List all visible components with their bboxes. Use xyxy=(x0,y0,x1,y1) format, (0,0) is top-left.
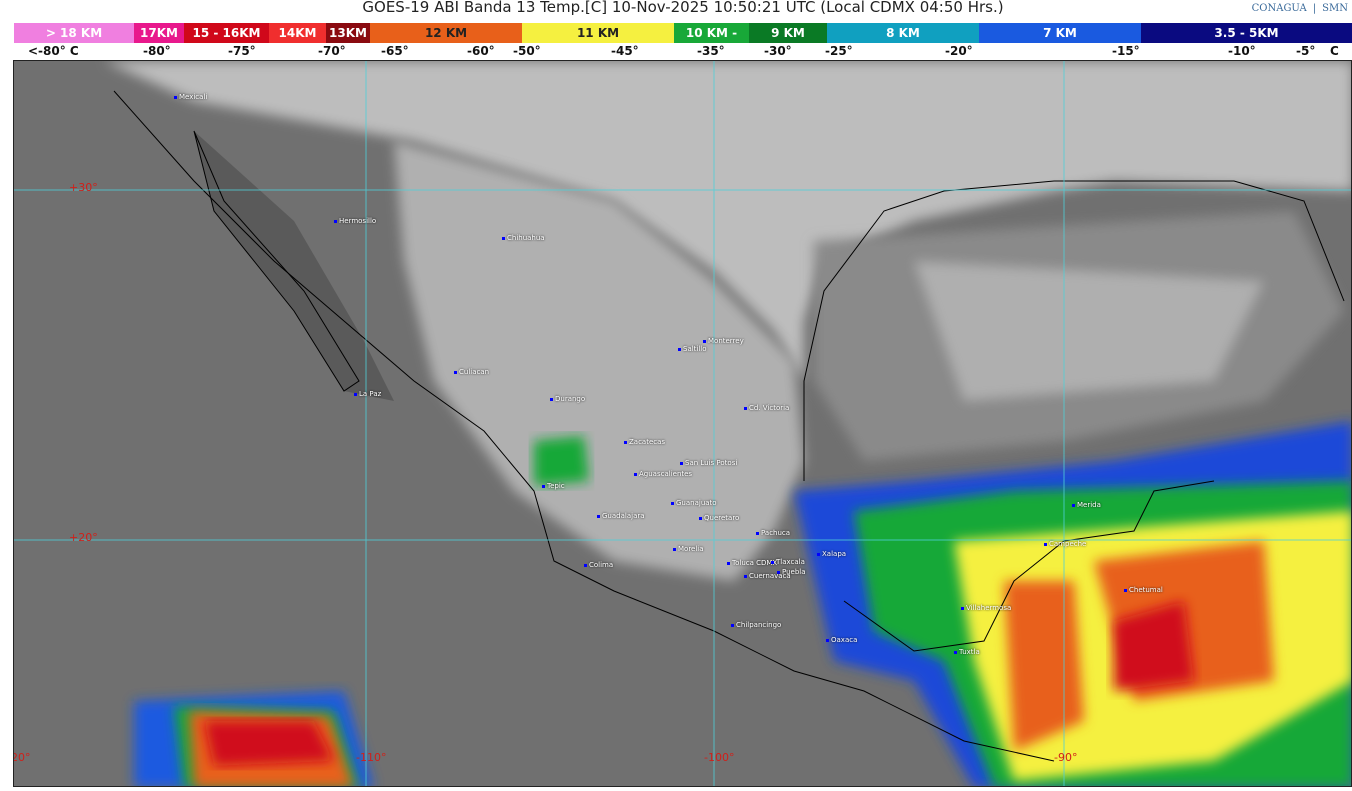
city-label: Guadalajara xyxy=(597,512,645,520)
city-label: Hermosillo xyxy=(334,217,376,225)
grid-label-lon-100: -100° xyxy=(704,751,735,764)
satellite-map: Mexicali Hermosillo Chihuahua Culiacan La Pa… xyxy=(13,60,1352,787)
grid-label-lat-20: +20° xyxy=(69,531,98,544)
city-label: Merida xyxy=(1072,501,1101,509)
altitude-color-legend: > 18 KM 17KM 15 - 16KM 14KM 13KM 12 KM 11 KM 10… xyxy=(14,23,1352,43)
smn-logo: SMN xyxy=(1322,3,1348,14)
legend-item: 14KM xyxy=(269,23,326,43)
city-label: La Paz xyxy=(354,390,381,398)
grid-label-lon-90: -90° xyxy=(1054,751,1078,764)
city-label: Cd. Victoria xyxy=(744,404,789,412)
city-label: Chilpancingo xyxy=(731,621,781,629)
temperature-label: -20° xyxy=(945,44,973,58)
city-label: Puebla xyxy=(777,568,806,576)
temperature-label: -5° xyxy=(1296,44,1316,58)
legend-item: 17KM xyxy=(134,23,184,43)
temperature-label: C xyxy=(1330,44,1339,58)
city-label: Villahermosa xyxy=(961,604,1011,612)
city-label: Mexicali xyxy=(174,93,207,101)
city-label: Pachuca xyxy=(756,529,790,537)
legend-item: 9 KM xyxy=(749,23,827,43)
city-label: Queretaro xyxy=(699,514,739,522)
city-label: Saltillo xyxy=(678,345,707,353)
legend-item: 11 KM xyxy=(522,23,674,43)
city-label: Morelia xyxy=(673,545,704,553)
temperature-label: -30° xyxy=(764,44,792,58)
legend-item: 13KM xyxy=(326,23,370,43)
temperature-label: -65° xyxy=(381,44,409,58)
legend-item: 10 KM - xyxy=(674,23,749,43)
legend-item: 12 KM xyxy=(370,23,522,43)
city-label: Guanajuato xyxy=(671,499,717,507)
legend-item: > 18 KM xyxy=(14,23,134,43)
temperature-label: -35° xyxy=(697,44,725,58)
temperature-label: -50° xyxy=(513,44,541,58)
grid-label-lat-30: +30° xyxy=(69,181,98,194)
temperature-label: -45° xyxy=(611,44,639,58)
temperature-label: -15° xyxy=(1112,44,1140,58)
city-label: Toluca CDMX xyxy=(727,559,777,567)
city-label: Zacatecas xyxy=(624,438,665,446)
legend-item: 3.5 - 5KM xyxy=(1141,23,1352,43)
image-title: GOES-19 ABI Banda 13 Temp.[C] 10-Nov-202… xyxy=(362,0,1004,16)
city-label: Monterrey xyxy=(703,337,744,345)
grid-label-lon-110: -110° xyxy=(356,751,387,764)
temperature-label: <-80° C xyxy=(28,44,79,58)
temperature-label: -60° xyxy=(467,44,495,58)
city-label: Chetumal xyxy=(1124,586,1163,594)
city-label: Culiacan xyxy=(454,368,489,376)
temperature-label: -70° xyxy=(318,44,346,58)
city-label: Durango xyxy=(550,395,585,403)
temperature-scale: <-80° C -80° -75° -70° -65° -60° -50° -45° -35° -… xyxy=(0,44,1352,60)
city-label: Chihuahua xyxy=(502,234,545,242)
temperature-label: -25° xyxy=(825,44,853,58)
city-label: Campeche xyxy=(1044,540,1086,548)
temperature-label: -10° xyxy=(1228,44,1256,58)
logos: CONAGUA | SMN xyxy=(1251,3,1348,14)
temperature-label: -75° xyxy=(228,44,256,58)
conagua-logo: CONAGUA xyxy=(1251,3,1307,14)
map-imagery xyxy=(14,61,1351,786)
city-label: Colima xyxy=(584,561,613,569)
temperature-label: -80° xyxy=(143,44,171,58)
city-label: Tlaxcala xyxy=(771,558,805,566)
legend-item: 15 - 16KM xyxy=(184,23,269,43)
grid-label-lon-120: -120° xyxy=(14,751,31,764)
city-label: Tuxtla xyxy=(954,648,980,656)
city-label: Aguascalientes xyxy=(634,470,692,478)
city-label: Xalapa xyxy=(817,550,846,558)
legend-item: 7 KM xyxy=(979,23,1141,43)
city-label: San Luis Potosi xyxy=(680,459,737,467)
city-label: Oaxaca xyxy=(826,636,857,644)
city-label: Tepic xyxy=(542,482,565,490)
legend-item: 8 KM xyxy=(827,23,979,43)
city-label: Cuernavaca xyxy=(744,572,791,580)
